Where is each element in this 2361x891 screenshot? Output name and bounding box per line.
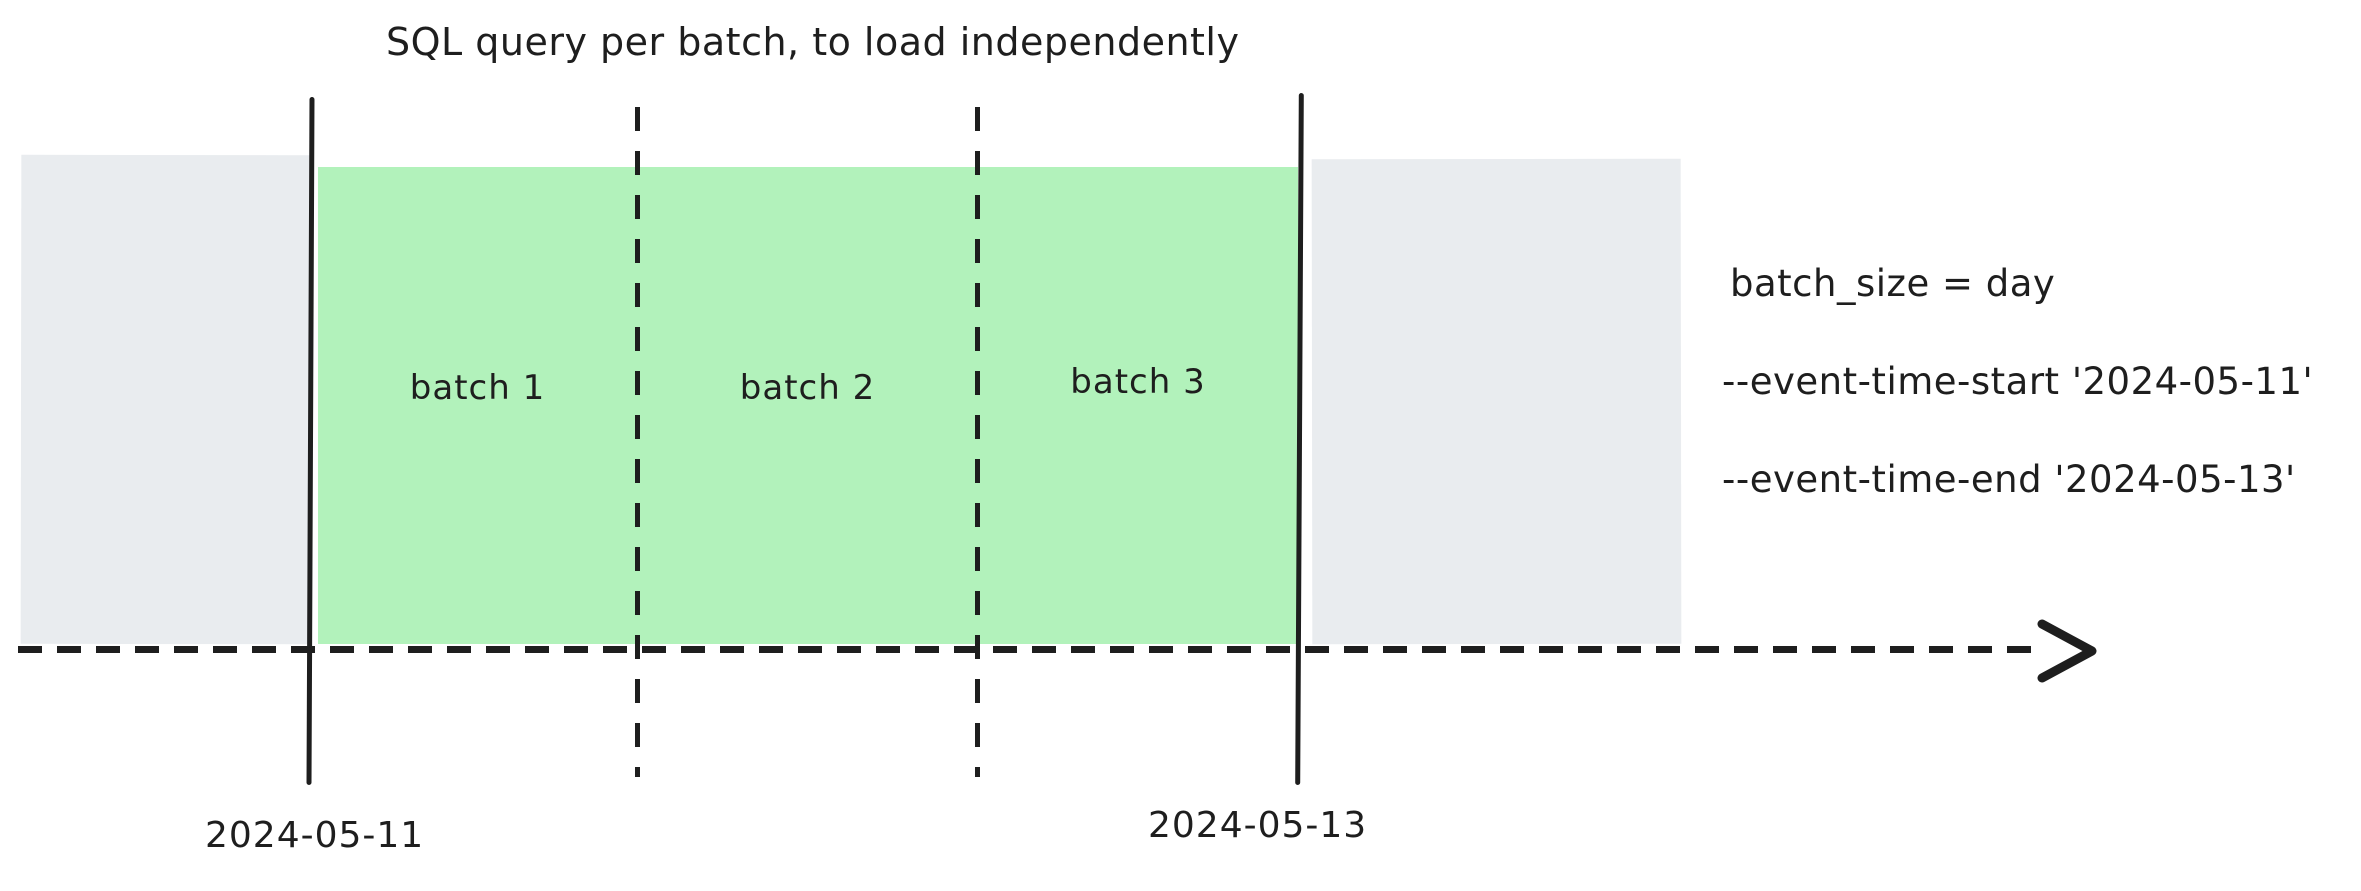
outside-range-band-right bbox=[1311, 158, 1682, 645]
event-time-start-config-text: --event-time-start '2024-05-11' bbox=[1722, 360, 2314, 403]
end-date-label: 2024-05-13 bbox=[1148, 805, 1368, 846]
diagram-title: SQL query per batch, to load independent… bbox=[386, 20, 1240, 64]
batch-divider-line-1 bbox=[635, 107, 640, 777]
time-axis-line bbox=[18, 646, 2040, 653]
outside-range-band-left bbox=[20, 154, 311, 645]
event-time-end-config-text: --event-time-end '2024-05-13' bbox=[1722, 458, 2296, 501]
batch-divider-line-2 bbox=[975, 107, 980, 777]
batch-size-config-text: batch_size = day bbox=[1730, 262, 2056, 305]
start-date-label: 2024-05-11 bbox=[205, 815, 425, 856]
batch-3-label: batch 3 bbox=[1070, 361, 1206, 402]
batch-range-band bbox=[318, 167, 1298, 644]
batch-1-label: batch 1 bbox=[409, 367, 546, 408]
time-axis-arrowhead-icon bbox=[2037, 619, 2097, 683]
batch-2-label: batch 2 bbox=[739, 367, 876, 408]
